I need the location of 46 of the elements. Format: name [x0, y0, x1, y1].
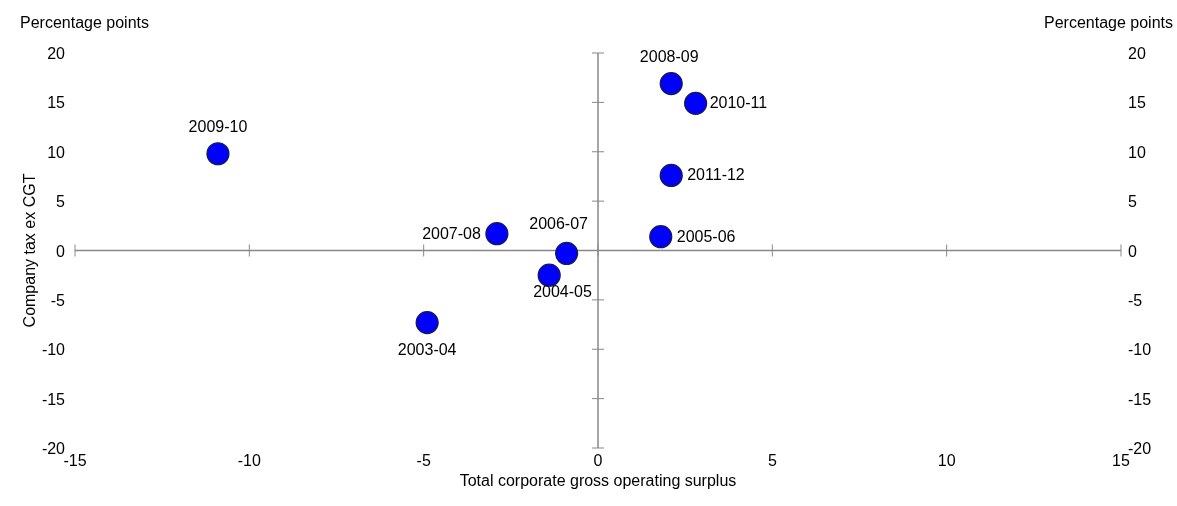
point [649, 225, 673, 249]
x-axis-title: Total corporate gross operating surplus [459, 472, 737, 489]
text: Percentage points [20, 14, 149, 31]
x-tick-label: 10 [937, 452, 956, 469]
text: Percentage points [1044, 14, 1173, 31]
x-tick-label: 15 [1112, 452, 1130, 469]
annotation: 2008-09 [639, 47, 699, 65]
x-tick-label: 5 [767, 452, 777, 469]
point [659, 163, 683, 188]
y-axis-title: Company tax ex CGT [21, 173, 38, 328]
annotation: 2011-12 [687, 166, 745, 184]
annotation: 2009-10 [188, 117, 248, 135]
annotation: 2010-11 [709, 94, 768, 112]
point [485, 222, 509, 246]
y2-tick-label: 15 [1128, 94, 1146, 112]
point [659, 72, 683, 96]
x-tick-label: -5 [416, 452, 431, 469]
point [537, 263, 561, 287]
y-tick-label: 5 [56, 193, 66, 211]
y-tick-label: 15 [47, 94, 66, 112]
y-tick-label: -20 [41, 440, 66, 457]
x-tick-label: -10 [237, 452, 261, 469]
annotation: 2007-08 [422, 224, 481, 242]
x-tick-label: 0 [593, 452, 603, 469]
y2-tick-label: 5 [1128, 193, 1137, 211]
annotation: 2005-06 [676, 227, 736, 245]
point [206, 142, 230, 166]
y2-tick-label: 10 [1128, 143, 1146, 161]
y2-tick-label: 20 [1128, 45, 1146, 62]
annotation: 2004-05 [533, 283, 593, 301]
y-tick-label: -5 [50, 291, 66, 309]
y2-tick-label: -5 [1128, 291, 1143, 309]
annotation: 2003-04 [397, 340, 457, 358]
annotation: 2006-07 [529, 215, 589, 233]
y2-tick-label: -15 [1128, 390, 1152, 408]
y2-tick-label: 0 [1128, 242, 1137, 260]
y-tick-label: 10 [47, 143, 66, 161]
point [684, 91, 708, 115]
y-tick-label: -15 [41, 390, 66, 408]
point [415, 310, 439, 335]
y-tick-label: 0 [56, 242, 66, 260]
y-tick-label: 20 [47, 45, 66, 62]
y-tick-label: -10 [41, 341, 66, 359]
y2-tick-label: -10 [1128, 341, 1152, 359]
point [555, 241, 579, 266]
y2-tick-label: -20 [1128, 440, 1152, 457]
